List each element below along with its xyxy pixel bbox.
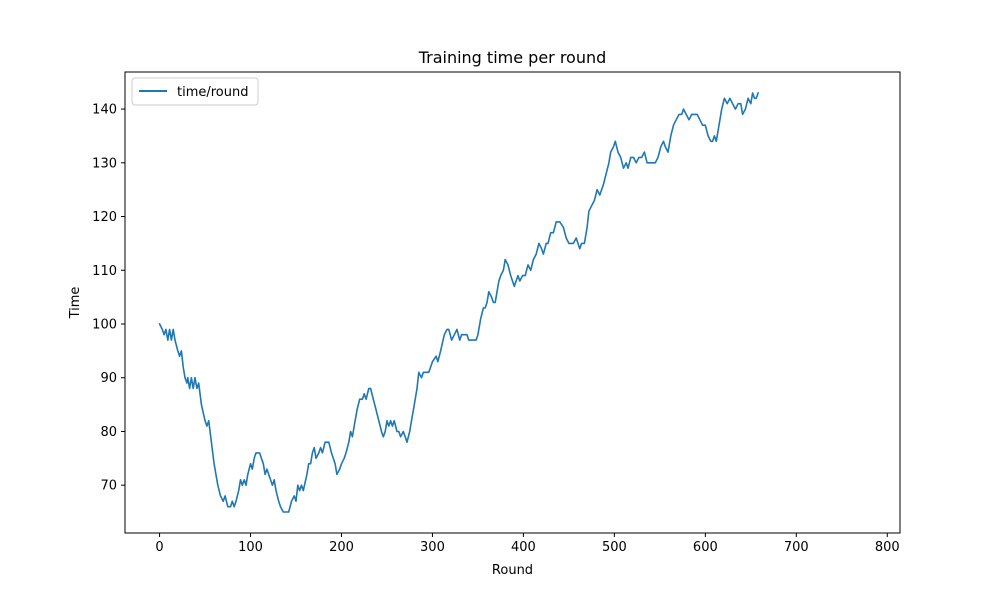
- y-tick-label: 120: [92, 210, 117, 225]
- y-tick-label: 110: [92, 264, 117, 279]
- x-tick-label: 400: [511, 540, 536, 555]
- x-tick-label: 500: [602, 540, 627, 555]
- plot-area: [158, 91, 760, 513]
- y-tick-label: 130: [92, 156, 117, 171]
- x-tick-label: 200: [329, 540, 354, 555]
- y-axis: 70 80 90 100 110 120 130 140: [92, 103, 125, 494]
- x-tick-label: 600: [693, 540, 718, 555]
- chart-title: Training time per round: [418, 48, 607, 67]
- y-tick-label: 70: [100, 479, 117, 494]
- x-axis: 0 100 200 300 400 500 600 700 800: [155, 533, 900, 555]
- plot-frame: [124, 71, 901, 534]
- y-tick-label: 80: [100, 425, 117, 440]
- y-tick-label: 140: [92, 103, 117, 118]
- x-axis-label: Round: [492, 563, 533, 578]
- x-tick-label: 700: [784, 540, 809, 555]
- legend-label-time-round: time/round: [177, 85, 249, 100]
- y-tick-label: 100: [92, 317, 117, 332]
- legend: time/round: [131, 77, 259, 106]
- y-axis-label: Time: [68, 287, 83, 320]
- x-tick-label: 300: [420, 540, 445, 555]
- x-tick-label: 100: [238, 540, 263, 555]
- x-tick-label: 800: [875, 540, 900, 555]
- legend-box: [131, 77, 259, 106]
- x-tick-label: 0: [155, 540, 163, 555]
- series-line-time-round: [158, 91, 760, 513]
- y-tick-label: 90: [100, 371, 117, 386]
